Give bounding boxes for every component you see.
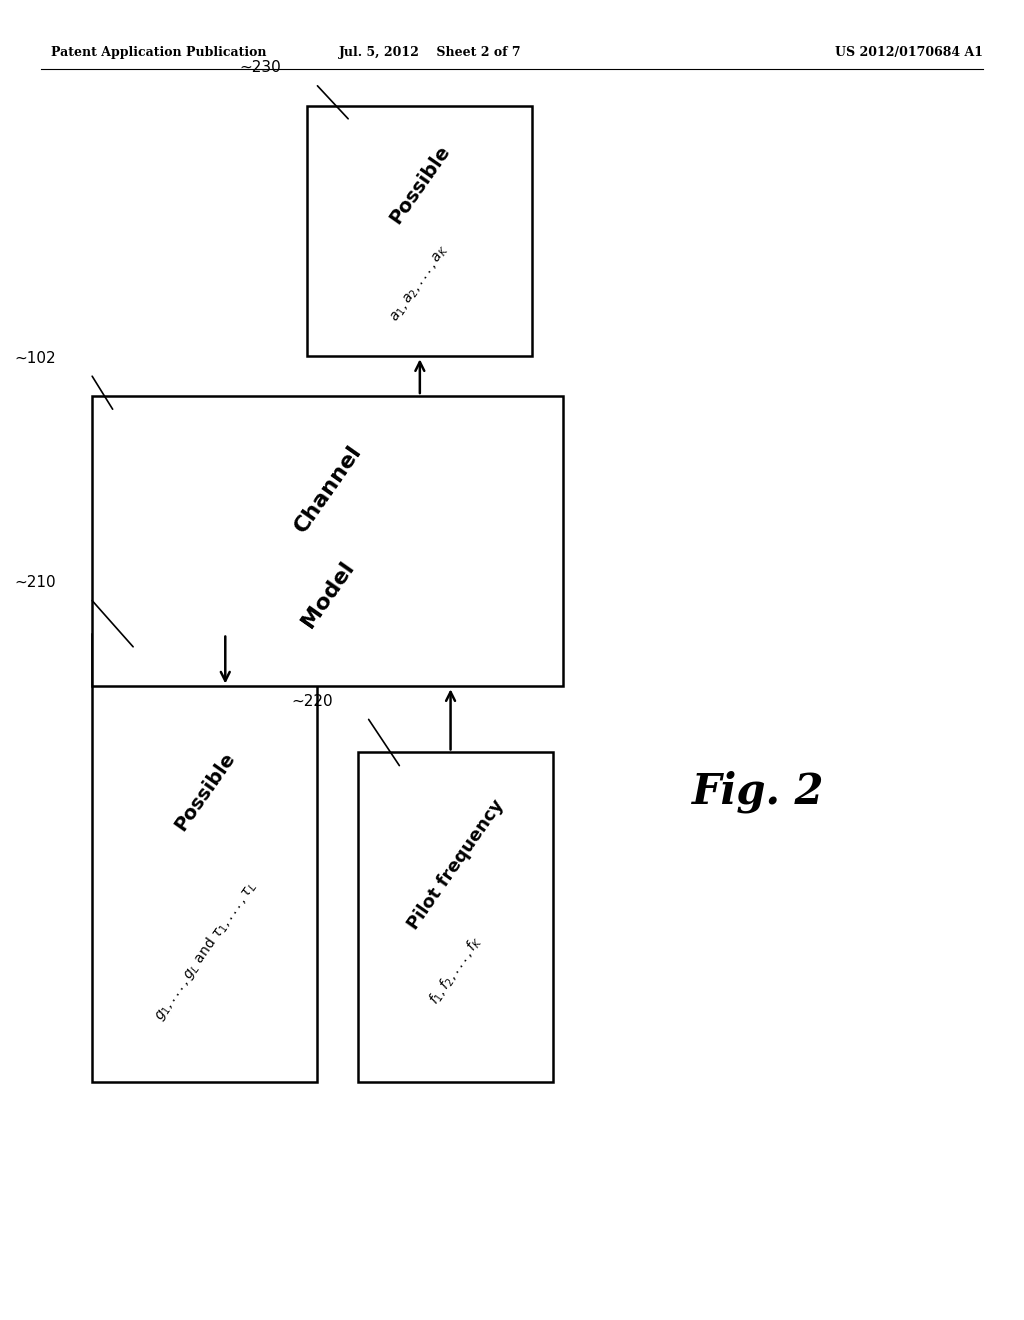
Text: Fig. 2: Fig. 2 xyxy=(691,771,824,813)
Text: Possible: Possible xyxy=(171,750,239,834)
Text: $f_1, f_2, ..., f_K$: $f_1, f_2, ..., f_K$ xyxy=(426,933,485,1007)
Text: ~210: ~210 xyxy=(14,576,56,590)
Text: ~102: ~102 xyxy=(14,351,56,366)
Text: Jul. 5, 2012    Sheet 2 of 7: Jul. 5, 2012 Sheet 2 of 7 xyxy=(339,46,521,59)
Text: Pilot frequency: Pilot frequency xyxy=(404,796,507,933)
Bar xyxy=(92,634,317,1082)
Bar xyxy=(358,752,553,1082)
Bar xyxy=(307,106,532,356)
Text: $a_1, a_2, ..., a_K$: $a_1, a_2, ..., a_K$ xyxy=(388,243,452,325)
Bar xyxy=(92,396,563,686)
Text: Channel: Channel xyxy=(291,441,365,536)
Text: ~220: ~220 xyxy=(291,694,333,709)
Text: Patent Application Publication: Patent Application Publication xyxy=(51,46,266,59)
Text: Possible: Possible xyxy=(386,143,454,227)
Text: Model: Model xyxy=(298,557,357,631)
Text: ~230: ~230 xyxy=(240,61,282,75)
Text: US 2012/0170684 A1: US 2012/0170684 A1 xyxy=(835,46,983,59)
Text: $g_1, ..., g_L$ and $\tau_1, ..., \tau_L$: $g_1, ..., g_L$ and $\tau_1, ..., \tau_L… xyxy=(150,878,260,1023)
